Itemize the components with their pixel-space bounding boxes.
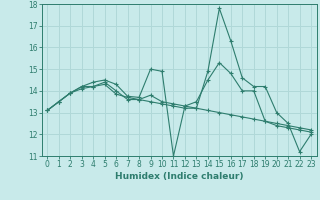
X-axis label: Humidex (Indice chaleur): Humidex (Indice chaleur) (115, 172, 244, 181)
